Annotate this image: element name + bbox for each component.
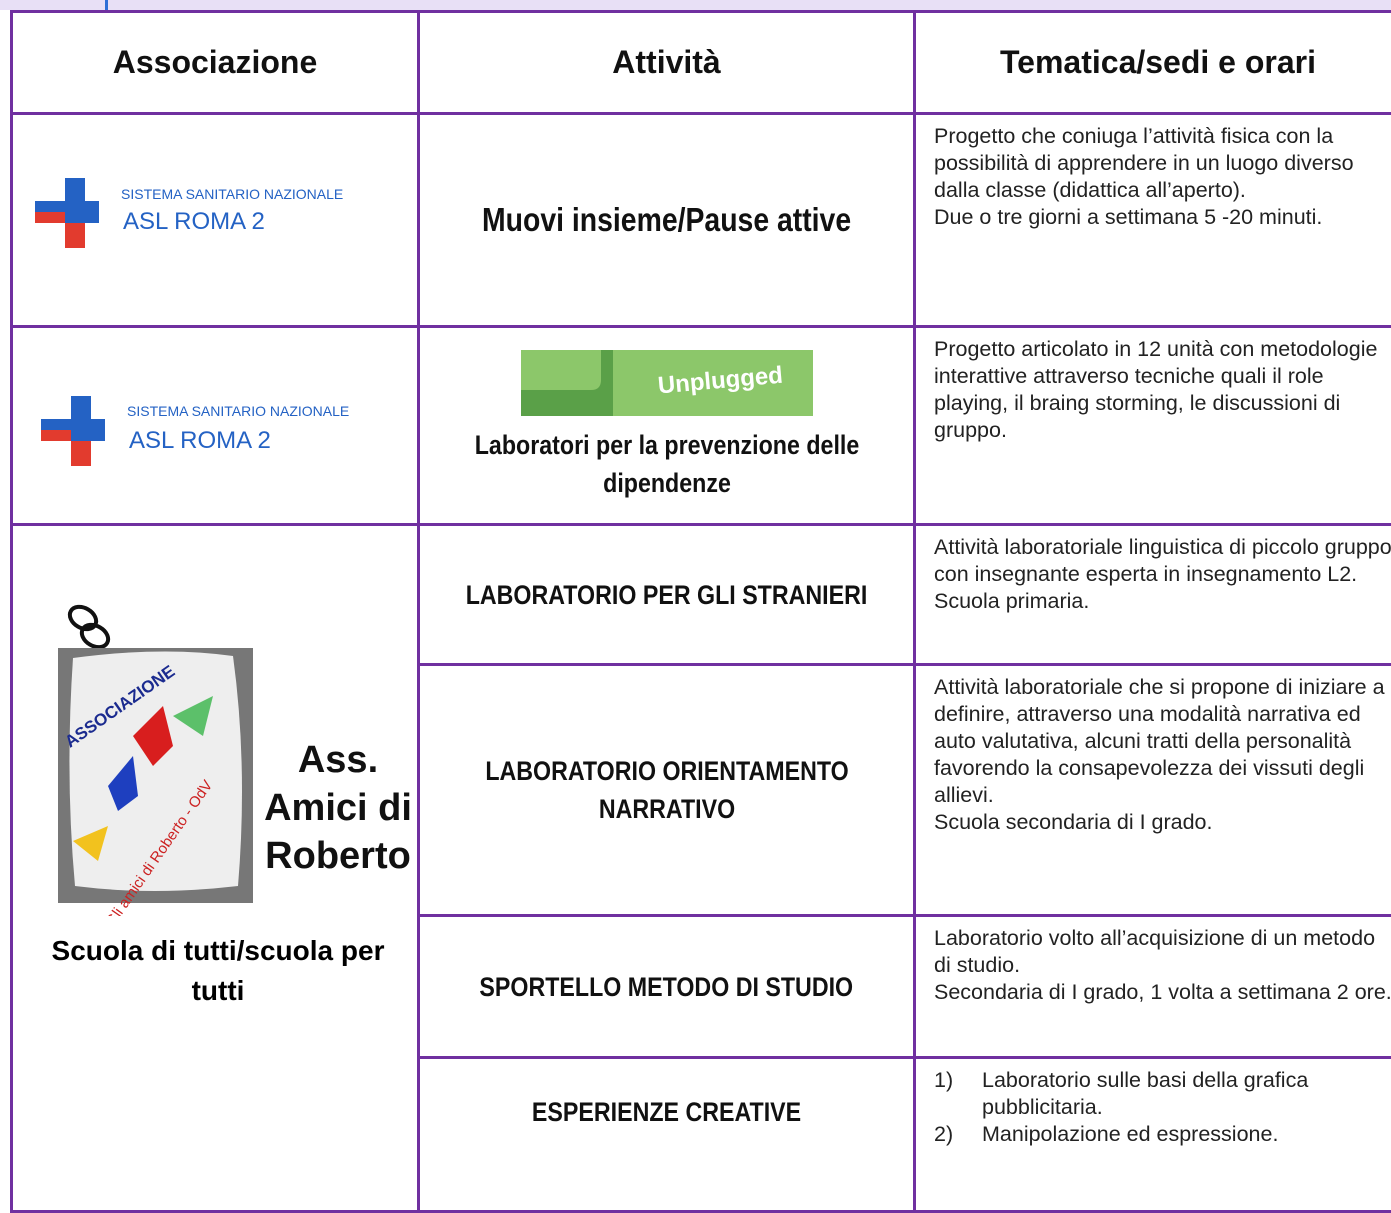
header-cell: Tematica/sedi e orari (913, 10, 1391, 115)
details-cell: Progetto che coniuga l’attività fisica c… (913, 112, 1391, 328)
association-logo: ASSOCIAZIONE Gli amici di Roberto - OdV (58, 604, 253, 916)
activity: SPORTELLO METODO DI STUDIO (479, 971, 854, 1002)
activity: Muovi insieme/Pause attive (481, 201, 852, 238)
list-text: Laboratorio sulle basi della grafica pub… (982, 1068, 1309, 1119)
list-text: Manipolazione ed espressione. (982, 1122, 1279, 1146)
activity: LABORATORIO ORIENTAMENTO NARRATIVO (484, 756, 849, 824)
logo-line2: ASL ROMA 2 (129, 427, 271, 454)
details-cell: Attività laboratoriale linguistica di pi… (913, 523, 1391, 666)
activity-cell: LABORATORIO ORIENTAMENTO NARRATIVO (417, 663, 916, 917)
activity-cell: SPORTELLO METODO DI STUDIO (417, 914, 916, 1059)
details-text: Due o tre giorni a settimana 5 -20 minut… (934, 205, 1323, 229)
details-text: Secondaria di I grado, 1 volta a settima… (934, 980, 1391, 1004)
activity-cell: Muovi insieme/Pause attive (417, 112, 916, 328)
list-marker: 2) (934, 1122, 954, 1146)
activity-cell: Unplugged Laboratori per la prevenzione … (417, 325, 916, 526)
project-name: Scuola di tutti/scuola per tutti (51, 935, 385, 1006)
logo-cell: SISTEMA SANITARIO NAZIONALE ASL ROMA 2 (10, 325, 420, 526)
header-cell: Associazione (10, 10, 420, 115)
asl-logo: SISTEMA SANITARIO NAZIONALE ASL ROMA 2 (41, 396, 349, 466)
details-text: Laboratorio volto all’acquisizione di un… (934, 926, 1376, 977)
activity-cell: LABORATORIO PER GLI STRANIERI (417, 523, 916, 666)
details-text: Progetto che coniuga l’attività fisica c… (934, 124, 1354, 202)
activity: ESPERIENZE CREATIVE (531, 1097, 802, 1127)
logo-line1: SISTEMA SANITARIO NAZIONALE (127, 403, 349, 419)
top-strip (0, 0, 1391, 10)
header-cell: Attività (417, 10, 916, 115)
list-marker: 1) (934, 1068, 954, 1092)
association-cell: ASSOCIAZIONE Gli amici di Roberto - OdV … (10, 523, 420, 1213)
association-name: Ass. Amici di Roberto (264, 739, 412, 877)
logo-line1: SISTEMA SANITARIO NAZIONALE (121, 186, 343, 202)
logo-line2: ASL ROMA 2 (123, 208, 265, 235)
details-cell: 1) Laboratorio sulle basi della grafica p… (913, 1056, 1391, 1213)
details-text: Attività laboratoriale linguistica di pi… (934, 535, 1391, 613)
activity: Laboratori per la prevenzione delle dipe… (474, 429, 859, 498)
asl-logo: SISTEMA SANITARIO NAZIONALE ASL ROMA 2 (35, 178, 343, 248)
details-text: Scuola secondaria di I grado. (934, 810, 1213, 834)
details-cell: Attività laboratoriale che si propone di… (913, 663, 1391, 917)
activity-cell: ESPERIENZE CREATIVE (417, 1056, 916, 1213)
details-cell: Progetto articolato in 12 unità con meto… (913, 325, 1391, 526)
activity: LABORATORIO PER GLI STRANIERI (465, 579, 868, 610)
details-cell: Laboratorio volto all’acquisizione di un… (913, 914, 1391, 1059)
details-text: Attività laboratoriale che si propone di… (934, 675, 1385, 807)
unplugged-badge: Unplugged (520, 349, 813, 416)
logo-cell: SISTEMA SANITARIO NAZIONALE ASL ROMA 2 (10, 112, 420, 328)
strip-line (105, 0, 108, 10)
details-text: Progetto articolato in 12 unità con meto… (934, 337, 1378, 442)
